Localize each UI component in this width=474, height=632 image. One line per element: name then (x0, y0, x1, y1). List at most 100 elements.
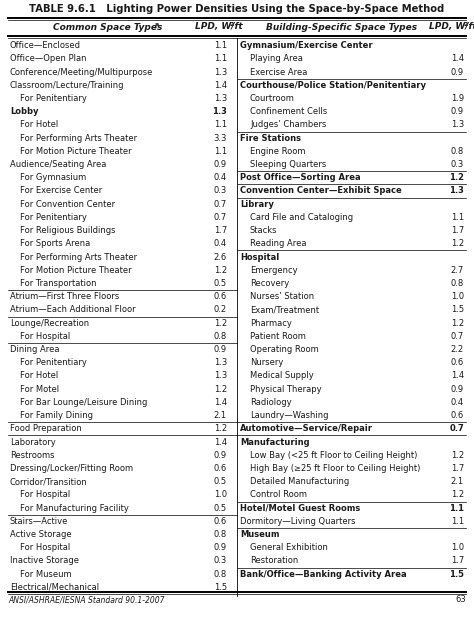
Text: For Penitentiary: For Penitentiary (20, 358, 87, 367)
Text: 1.1: 1.1 (451, 213, 464, 222)
Text: For Performing Arts Theater: For Performing Arts Theater (20, 253, 137, 262)
Text: Pharmacy: Pharmacy (250, 319, 292, 327)
Text: Reading Area: Reading Area (250, 240, 307, 248)
Text: 1.4: 1.4 (214, 398, 227, 407)
Text: For Convention Center: For Convention Center (20, 200, 115, 209)
Text: 0.3: 0.3 (214, 556, 227, 566)
Text: Laundry—Washing: Laundry—Washing (250, 411, 328, 420)
Text: Audience/Seating Area: Audience/Seating Area (10, 160, 106, 169)
Text: Hotel/Motel Guest Rooms: Hotel/Motel Guest Rooms (240, 504, 360, 513)
Text: Office—Open Plan: Office—Open Plan (10, 54, 86, 63)
Text: Dressing/Locker/Fitting Room: Dressing/Locker/Fitting Room (10, 464, 133, 473)
Text: 0.5: 0.5 (214, 504, 227, 513)
Text: 1.2: 1.2 (214, 319, 227, 327)
Text: General Exhibition: General Exhibition (250, 544, 328, 552)
Text: Hospital: Hospital (240, 253, 279, 262)
Text: For Performing Arts Theater: For Performing Arts Theater (20, 133, 137, 143)
Text: 0.7: 0.7 (214, 200, 227, 209)
Text: 1.3: 1.3 (214, 68, 227, 76)
Text: Atrium—Each Additional Floor: Atrium—Each Additional Floor (10, 305, 136, 314)
Text: 1.2: 1.2 (451, 490, 464, 499)
Text: 0.8: 0.8 (451, 147, 464, 156)
Text: 1.0: 1.0 (451, 292, 464, 301)
Text: 1.3: 1.3 (214, 372, 227, 380)
Text: LPD, W/ft: LPD, W/ft (429, 23, 474, 32)
Text: 1.0: 1.0 (214, 490, 227, 499)
Text: Judges’ Chambers: Judges’ Chambers (250, 120, 327, 130)
Text: 0.6: 0.6 (214, 292, 227, 301)
Text: Radiology: Radiology (250, 398, 292, 407)
Text: 1.1: 1.1 (214, 120, 227, 130)
Text: 0.7: 0.7 (451, 332, 464, 341)
Text: Card File and Cataloging: Card File and Cataloging (250, 213, 353, 222)
Text: 1.1: 1.1 (451, 517, 464, 526)
Text: Emergency: Emergency (250, 265, 298, 275)
Text: Common Space Types: Common Space Types (53, 23, 162, 32)
Text: Museum: Museum (240, 530, 280, 539)
Text: 1.4: 1.4 (214, 81, 227, 90)
Text: Laboratory: Laboratory (10, 437, 56, 447)
Text: Gymnasium/Exercise Center: Gymnasium/Exercise Center (240, 41, 373, 50)
Text: Active Storage: Active Storage (10, 530, 72, 539)
Text: For Gymnasium: For Gymnasium (20, 173, 86, 182)
Text: Operating Room: Operating Room (250, 345, 319, 354)
Text: 0.3: 0.3 (451, 160, 464, 169)
Text: 0.6: 0.6 (214, 517, 227, 526)
Text: Dormitory—Living Quarters: Dormitory—Living Quarters (240, 517, 356, 526)
Text: ANSI/ASHRAE/IESNA Standard 90.1-2007: ANSI/ASHRAE/IESNA Standard 90.1-2007 (8, 595, 164, 604)
Text: 1.7: 1.7 (214, 226, 227, 235)
Text: 1.2: 1.2 (451, 451, 464, 459)
Text: 2: 2 (230, 21, 234, 27)
Text: For Hospital: For Hospital (20, 544, 70, 552)
Text: 0.9: 0.9 (214, 544, 227, 552)
Text: LPD, W/ft: LPD, W/ft (195, 23, 243, 32)
Text: Stairs—Active: Stairs—Active (10, 517, 68, 526)
Text: 0.6: 0.6 (451, 358, 464, 367)
Text: 3.3: 3.3 (214, 133, 227, 143)
Text: 1.3: 1.3 (212, 107, 227, 116)
Text: Nurses’ Station: Nurses’ Station (250, 292, 314, 301)
Text: Engine Room: Engine Room (250, 147, 306, 156)
Text: Manufacturing: Manufacturing (240, 437, 310, 447)
Text: For Motion Picture Theater: For Motion Picture Theater (20, 265, 132, 275)
Text: Building-Specific Space Types: Building-Specific Space Types (266, 23, 417, 32)
Text: 2.1: 2.1 (451, 477, 464, 486)
Text: Nursery: Nursery (250, 358, 283, 367)
Text: Playing Area: Playing Area (250, 54, 303, 63)
Text: 2.1: 2.1 (214, 411, 227, 420)
Text: For Motel: For Motel (20, 385, 59, 394)
Text: Sleeping Quarters: Sleeping Quarters (250, 160, 326, 169)
Text: Inactive Storage: Inactive Storage (10, 556, 79, 566)
Text: 1.2: 1.2 (214, 385, 227, 394)
Text: 1.3: 1.3 (214, 94, 227, 103)
Text: 0.5: 0.5 (214, 477, 227, 486)
Text: For Transportation: For Transportation (20, 279, 97, 288)
Text: 1.5: 1.5 (451, 305, 464, 314)
Text: For Hotel: For Hotel (20, 372, 58, 380)
Text: 0.9: 0.9 (451, 68, 464, 76)
Text: 1.3: 1.3 (449, 186, 464, 195)
Text: Office—Enclosed: Office—Enclosed (10, 41, 81, 50)
Text: Confinement Cells: Confinement Cells (250, 107, 327, 116)
Text: 0.4: 0.4 (451, 398, 464, 407)
Text: 1.7: 1.7 (451, 226, 464, 235)
Text: Electrical/Mechanical: Electrical/Mechanical (10, 583, 99, 592)
Text: 1.2: 1.2 (451, 240, 464, 248)
Text: Recovery: Recovery (250, 279, 289, 288)
Text: 1.4: 1.4 (214, 437, 227, 447)
Text: Physical Therapy: Physical Therapy (250, 385, 322, 394)
Text: Exercise Area: Exercise Area (250, 68, 307, 76)
Text: 0.8: 0.8 (214, 569, 227, 579)
Text: 0.8: 0.8 (214, 332, 227, 341)
Text: 1.2: 1.2 (214, 265, 227, 275)
Text: For Penitentiary: For Penitentiary (20, 94, 87, 103)
Text: 0.7: 0.7 (449, 424, 464, 434)
Text: 0.7: 0.7 (214, 213, 227, 222)
Text: 1.1: 1.1 (214, 147, 227, 156)
Text: 1.3: 1.3 (214, 358, 227, 367)
Text: Courthouse/Police Station/Penitentiary: Courthouse/Police Station/Penitentiary (240, 81, 426, 90)
Text: 0.4: 0.4 (214, 173, 227, 182)
Text: 0.8: 0.8 (214, 530, 227, 539)
Text: 0.9: 0.9 (214, 345, 227, 354)
Text: Lounge/Recreation: Lounge/Recreation (10, 319, 89, 327)
